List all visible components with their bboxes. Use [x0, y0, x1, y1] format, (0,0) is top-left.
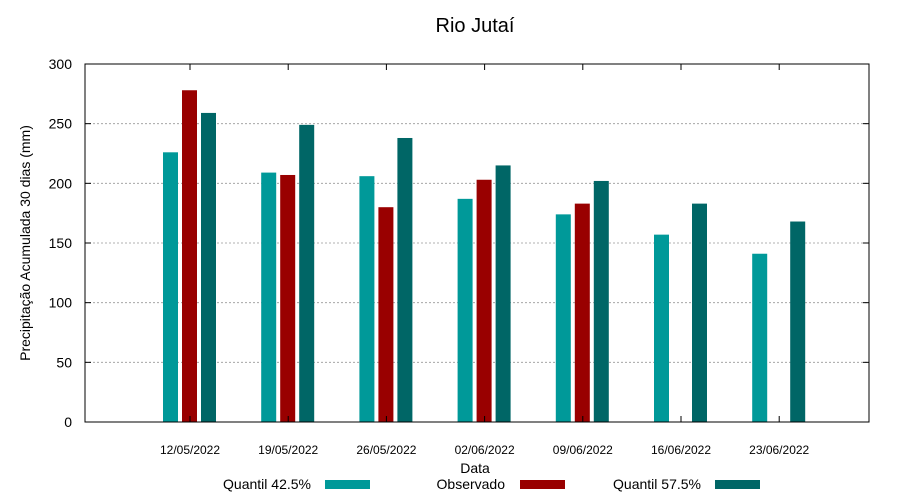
x-tick-label: 23/06/2022 [749, 443, 809, 457]
y-tick-label: 200 [49, 175, 73, 191]
bar-quantil-57-5--0 [201, 112, 216, 422]
bar-quantil-42-5--4 [555, 214, 571, 422]
bar-quantil-42-5--3 [457, 198, 473, 422]
y-tick-label: 0 [64, 414, 72, 430]
chart-title: Rio Jutaí [436, 15, 515, 37]
y-tick-label: 50 [56, 354, 72, 370]
legend: Quantil 42.5% Observado Quantil 57.5% [223, 476, 760, 492]
y-tick-label: 300 [49, 56, 73, 72]
bar-quantil-57-5--6 [790, 221, 806, 422]
bar-quantil-57-5--3 [495, 165, 511, 422]
bar-quantil-57-5--1 [299, 124, 315, 423]
y-tick-label: 100 [49, 295, 73, 311]
bar-observado-1 [280, 174, 296, 422]
bar-quantil-42-5--1 [261, 172, 277, 422]
bar-observado-3 [476, 179, 492, 422]
legend-label: Observado [437, 476, 506, 492]
legend-swatch [325, 480, 370, 489]
bar-quantil-57-5--5 [692, 203, 707, 422]
y-tick-label: 150 [49, 235, 73, 251]
bar-observado-2 [378, 207, 394, 422]
bar-observado-0 [182, 90, 197, 423]
bar-quantil-42-5--5 [654, 234, 669, 422]
x-tick-label: 19/05/2022 [258, 443, 318, 457]
legend-label: Quantil 42.5% [223, 476, 311, 492]
y-ticks: 0 50 100 150 200 250 300 [49, 56, 869, 430]
legend-label: Quantil 57.5% [613, 476, 701, 492]
x-axis-label: Data [460, 460, 490, 476]
bar-quantil-42-5--0 [163, 152, 178, 422]
x-ticks: 12/05/2022 19/05/2022 26/05/2022 02/06/2022… [160, 64, 810, 457]
x-tick-label: 12/05/2022 [160, 443, 220, 457]
x-tick-label: 16/06/2022 [651, 443, 711, 457]
legend-swatch [520, 480, 565, 489]
bar-quantil-42-5--2 [359, 176, 375, 422]
x-tick-label: 26/05/2022 [356, 443, 416, 457]
y-tick-label: 250 [49, 116, 73, 132]
x-tick-label: 09/06/2022 [553, 443, 613, 457]
legend-swatch [715, 480, 760, 489]
bar-quantil-42-5--6 [752, 253, 768, 422]
x-tick-label: 02/06/2022 [455, 443, 515, 457]
bar-quantil-57-5--4 [593, 180, 609, 422]
bar-quantil-57-5--2 [397, 137, 413, 422]
bars [163, 90, 806, 423]
y-axis-label: Precipitação Acumulada 30 dias (mm) [17, 125, 33, 361]
bar-observado-4 [574, 203, 590, 422]
